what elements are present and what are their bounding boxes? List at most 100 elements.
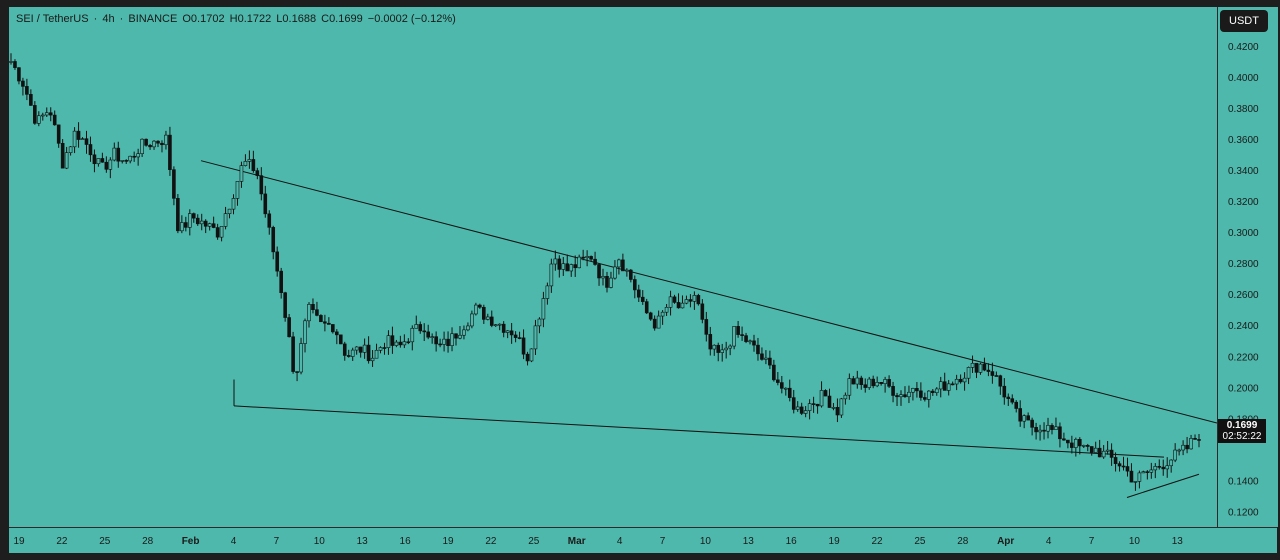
- candle-body: [470, 313, 474, 327]
- candle-body: [712, 344, 717, 350]
- candle-body: [879, 382, 883, 384]
- trendline-lower[interactable]: [233, 405, 1165, 458]
- candle-body: [911, 388, 915, 393]
- time-tick-label: Feb: [182, 536, 200, 547]
- candle-body: [748, 340, 752, 343]
- candle-body: [509, 330, 514, 336]
- candle-body: [1089, 446, 1094, 453]
- price-axis[interactable]: 0.4200 0.4000 0.3800 0.3600 0.3400 0.3200 0.30…: [1217, 7, 1278, 527]
- candle-body: [489, 316, 494, 326]
- candle-body: [569, 264, 574, 272]
- candle-body: [899, 394, 903, 398]
- time-tick-label: 10: [700, 536, 712, 547]
- candle-body: [855, 377, 860, 385]
- candle-body: [1181, 444, 1185, 451]
- candle-body: [958, 378, 963, 383]
- candle-body: [891, 386, 895, 396]
- candle-body: [764, 357, 768, 360]
- candle-body: [275, 251, 280, 272]
- candle-body: [1054, 426, 1058, 430]
- candle-body: [370, 357, 375, 362]
- candle-body: [636, 289, 641, 298]
- time-tick-label: 19: [829, 536, 841, 547]
- candle-body: [338, 334, 343, 345]
- candle-body: [160, 142, 164, 146]
- price-tick-label: 0.2200: [1228, 352, 1259, 363]
- candle-body: [104, 161, 109, 170]
- time-axis[interactable]: 19 22 25 28 Feb 4 7 10 13 16 19 22 25 Mar 4 7 10 13 16 19 22…: [9, 527, 1277, 553]
- candle-body: [132, 155, 136, 158]
- candlestick-chart[interactable]: [9, 7, 1218, 527]
- candle-body: [1129, 470, 1134, 483]
- candle-body: [501, 323, 506, 333]
- currency-button[interactable]: USDT: [1220, 10, 1268, 32]
- candle-body: [632, 279, 637, 291]
- candle-body: [1145, 471, 1150, 473]
- candle-body: [831, 407, 836, 409]
- candle-body: [791, 397, 796, 410]
- candle-body: [676, 302, 681, 309]
- candle-body: [354, 346, 359, 351]
- candle-body: [184, 222, 188, 228]
- trendline-support[interactable]: [1126, 473, 1200, 498]
- candle-body: [410, 327, 415, 343]
- candle-body: [521, 337, 526, 355]
- candle-body: [299, 343, 303, 373]
- candle-body: [21, 80, 25, 87]
- exchange-label: BINANCE: [128, 13, 178, 25]
- candle-body: [517, 337, 522, 339]
- candle-body: [366, 344, 371, 362]
- candle-body: [1169, 459, 1173, 467]
- separator: ·: [93, 13, 98, 25]
- candle-body: [414, 324, 419, 329]
- candle-body: [287, 317, 291, 338]
- price-tick-label: 0.1400: [1228, 476, 1259, 487]
- trendline-upper[interactable]: [200, 160, 1218, 424]
- time-tick-label: 10: [1129, 536, 1141, 547]
- candle-body: [1018, 408, 1023, 422]
- candle-body: [752, 340, 756, 346]
- candle-body: [374, 349, 379, 359]
- candle-body: [720, 349, 725, 353]
- candle-body: [660, 311, 665, 317]
- candle-body: [557, 258, 562, 270]
- interval-label[interactable]: 4h: [102, 13, 115, 25]
- price-tick-label: 0.4200: [1228, 42, 1259, 53]
- candle-body: [430, 336, 434, 338]
- time-tick-label: 19: [442, 536, 454, 547]
- candle-body: [172, 169, 176, 199]
- candle-body: [927, 390, 931, 400]
- candle-body: [1165, 465, 1170, 470]
- candle-body: [505, 330, 510, 333]
- candle-body: [450, 333, 454, 346]
- candle-body: [116, 147, 121, 162]
- candle-body: [231, 198, 236, 210]
- trendlines: [200, 160, 1218, 498]
- candle-body: [1157, 466, 1162, 468]
- candle-body: [768, 357, 772, 366]
- time-tick-label: 4: [1046, 536, 1052, 547]
- candle-body: [1038, 429, 1042, 433]
- candle-body: [1026, 415, 1030, 421]
- candle-body: [227, 208, 232, 214]
- close-value: C0.1699: [321, 13, 363, 25]
- candle-body: [458, 334, 462, 339]
- candle-body: [1070, 442, 1074, 448]
- candle-body: [990, 371, 995, 376]
- price-tick-label: 0.3000: [1228, 228, 1259, 239]
- candle-body: [513, 334, 518, 338]
- candle-body: [859, 377, 864, 386]
- candle-body: [696, 295, 701, 305]
- candle-body: [478, 304, 482, 308]
- candle-body: [871, 378, 875, 387]
- candle-body: [875, 382, 879, 387]
- candle-body: [1046, 425, 1050, 432]
- candle-body: [1161, 466, 1166, 470]
- chart-plot-area[interactable]: [9, 7, 1218, 527]
- candle-body: [724, 347, 728, 351]
- symbol-name[interactable]: SEI / TetherUS: [16, 13, 89, 25]
- candle-body: [799, 406, 804, 414]
- candle-body: [120, 160, 125, 162]
- price-tick-label: 0.2800: [1228, 259, 1259, 270]
